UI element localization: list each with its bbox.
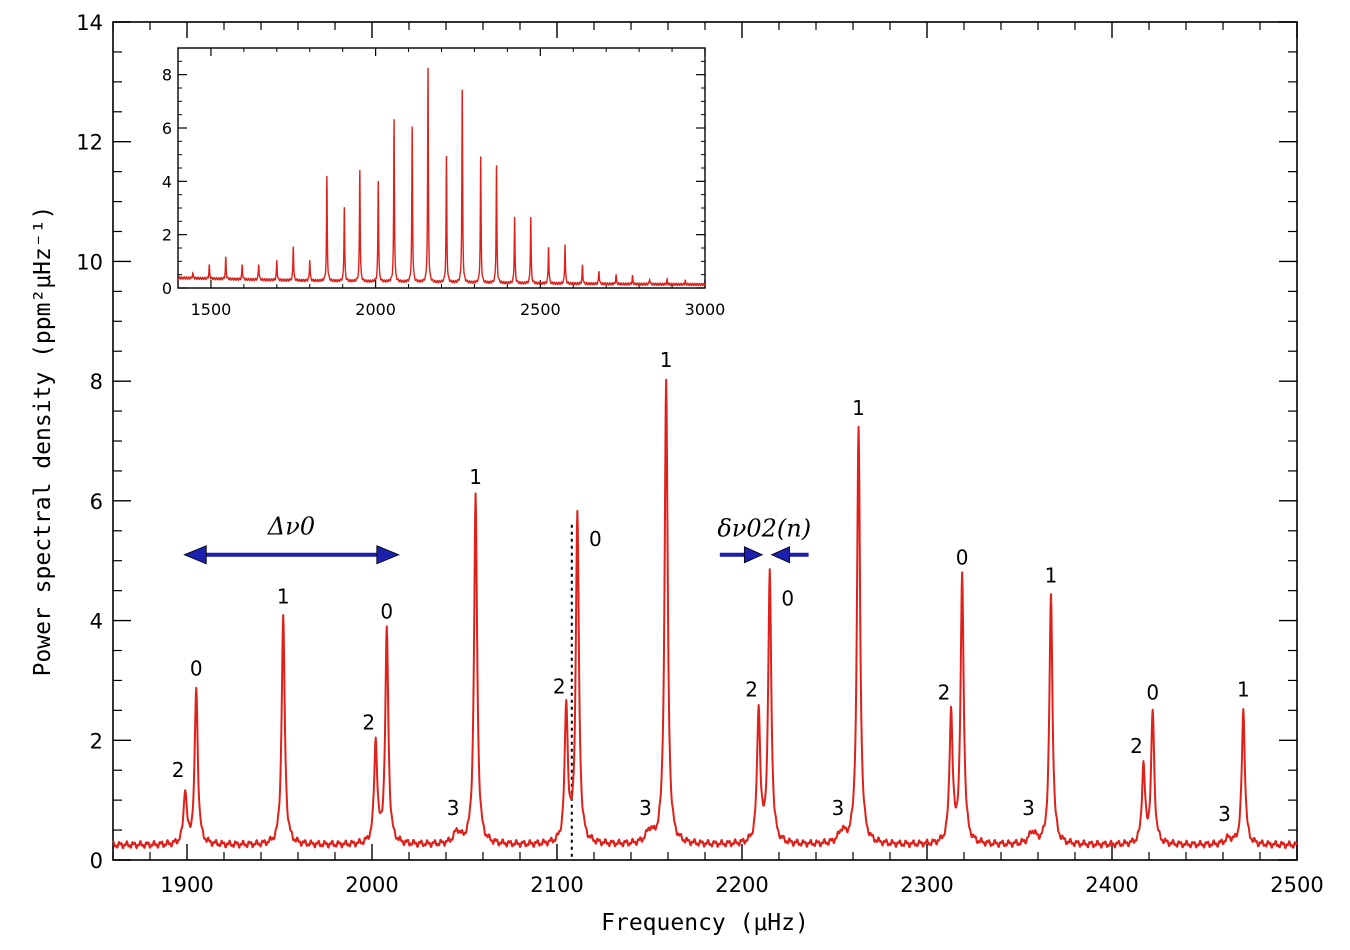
peak-degree-label: 2 — [172, 758, 185, 782]
peak-degree-label: 0 — [589, 527, 602, 551]
inset-spectrum-line — [177, 67, 706, 287]
inset-axis-ticks — [177, 47, 706, 289]
peak-degree-label: 1 — [469, 465, 482, 489]
peak-degree-label: 2 — [1130, 734, 1143, 758]
inset-y-tick-label: 0 — [162, 279, 172, 298]
spacing-annotations: Δν0 δν02(n) — [183, 513, 811, 565]
inset-y-tick-label: 2 — [162, 226, 172, 245]
large-separation-arrowhead-right — [376, 545, 400, 565]
y-tick-label: 10 — [76, 250, 103, 274]
peak-degree-label: 0 — [1146, 680, 1159, 704]
peak-degree-label: 3 — [639, 796, 652, 820]
small-separation-label: δν02(n) — [717, 515, 811, 543]
small-separation-arrowhead-left — [743, 546, 764, 564]
x-axis-title: Frequency (μHz) — [601, 910, 809, 936]
peak-degree-label: 1 — [1045, 564, 1058, 588]
peak-degree-labels: 2 0 1 2 0 3 1 2 0 3 1 2 0 3 1 2 0 3 1 2 0 3 1 — [172, 348, 1250, 826]
peak-degree-label: 1 — [852, 396, 865, 420]
main-axis-ticks — [112, 21, 1298, 861]
peak-degree-label: 0 — [380, 600, 393, 624]
peak-degree-label: 1 — [1237, 677, 1250, 701]
inset-x-tick-label: 1500 — [191, 300, 232, 319]
y-tick-label: 8 — [90, 370, 103, 394]
inset-plot: 1500 2000 2500 3000 0 2 4 6 8 — [162, 47, 726, 319]
main-plot: 1900 2000 2100 2200 2300 2400 250002468101214 … — [30, 11, 1324, 936]
peak-degree-label: 2 — [362, 710, 375, 734]
peak-degree-label: 3 — [832, 796, 845, 820]
inset-x-tick-label: 2000 — [355, 300, 396, 319]
y-tick-label: 14 — [76, 11, 103, 35]
peak-degree-label: 2 — [553, 674, 566, 698]
x-tick-label: 2200 — [715, 873, 768, 897]
y-tick-label: 6 — [90, 490, 103, 514]
y-tick-label: 4 — [90, 610, 103, 634]
peak-degree-label: 2 — [745, 677, 758, 701]
large-separation-label: Δν0 — [267, 513, 315, 541]
large-separation-arrowhead-left — [183, 545, 207, 565]
inset-x-tick-label: 2500 — [520, 300, 561, 319]
peak-degree-label: 2 — [938, 680, 951, 704]
inset-y-tick-label: 4 — [162, 172, 172, 191]
y-tick-label: 2 — [90, 729, 103, 753]
inset-tick-labels: 1500 2000 2500 3000 0 2 4 6 8 — [162, 66, 726, 319]
x-tick-label: 2100 — [530, 873, 583, 897]
x-tick-label: 2400 — [1085, 873, 1138, 897]
inset-y-tick-label: 8 — [162, 66, 172, 85]
y-tick-label: 0 — [90, 849, 103, 873]
inset-background — [178, 48, 705, 288]
x-tick-label: 2000 — [345, 873, 398, 897]
peak-degree-label: 3 — [1218, 802, 1231, 826]
y-axis-title: Power spectral density (ppm²μHz⁻¹) — [30, 206, 56, 677]
inset-x-tick-label: 3000 — [685, 300, 726, 319]
peak-degree-label: 1 — [277, 585, 290, 609]
y-tick-label: 12 — [76, 131, 103, 155]
peak-degree-label: 3 — [447, 796, 460, 820]
peak-degree-label: 0 — [190, 656, 203, 680]
peak-degree-label: 3 — [1022, 796, 1035, 820]
x-tick-label: 1900 — [160, 873, 213, 897]
peak-degree-label: 0 — [956, 546, 969, 570]
inset-y-tick-label: 6 — [162, 119, 172, 138]
x-tick-label: 2500 — [1270, 873, 1323, 897]
small-separation-arrowhead-right — [770, 546, 790, 564]
peak-degree-label: 0 — [781, 587, 794, 611]
x-tick-label: 2300 — [900, 873, 953, 897]
peak-degree-label: 1 — [660, 348, 673, 372]
main-spectrum-line — [112, 378, 1298, 850]
